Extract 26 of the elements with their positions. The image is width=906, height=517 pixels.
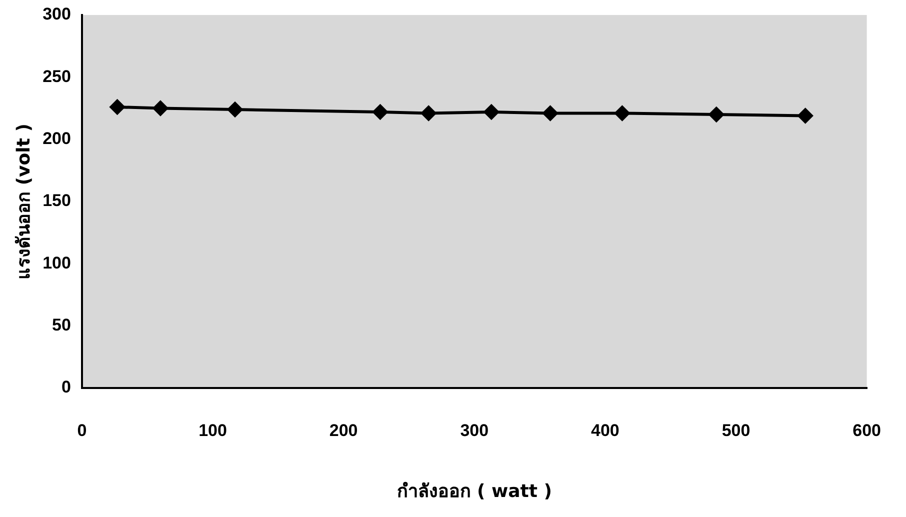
x-tick-label: 500	[722, 420, 750, 440]
x-tick-label: 600	[852, 420, 882, 440]
y-tick-label: 150	[42, 191, 71, 210]
point	[542, 106, 558, 121]
point	[152, 100, 168, 116]
y-tick-label: 300	[42, 4, 71, 24]
y-axis-title: แรงดันออก (volt )	[13, 124, 34, 280]
point	[614, 106, 630, 121]
y-tick-label: 250	[42, 66, 71, 86]
x-tick-label: 400	[591, 420, 620, 440]
x-axis-title: กำลังออก ( watt )	[396, 480, 552, 502]
y-tick-label: 50	[52, 316, 71, 335]
y-tick-label: 100	[42, 253, 71, 272]
point	[228, 102, 243, 117]
x-tick-label: 100	[198, 420, 227, 440]
point	[708, 106, 724, 122]
y-tick-label: 0	[61, 378, 71, 397]
x-tick-label: 0	[77, 420, 87, 440]
point	[110, 100, 125, 115]
x-tick-label: 300	[460, 420, 489, 440]
point	[372, 104, 388, 120]
point	[798, 108, 813, 124]
point	[484, 104, 499, 120]
point	[421, 106, 436, 121]
y-tick-label: 200	[42, 129, 71, 148]
x-tick-label: 200	[329, 420, 358, 440]
